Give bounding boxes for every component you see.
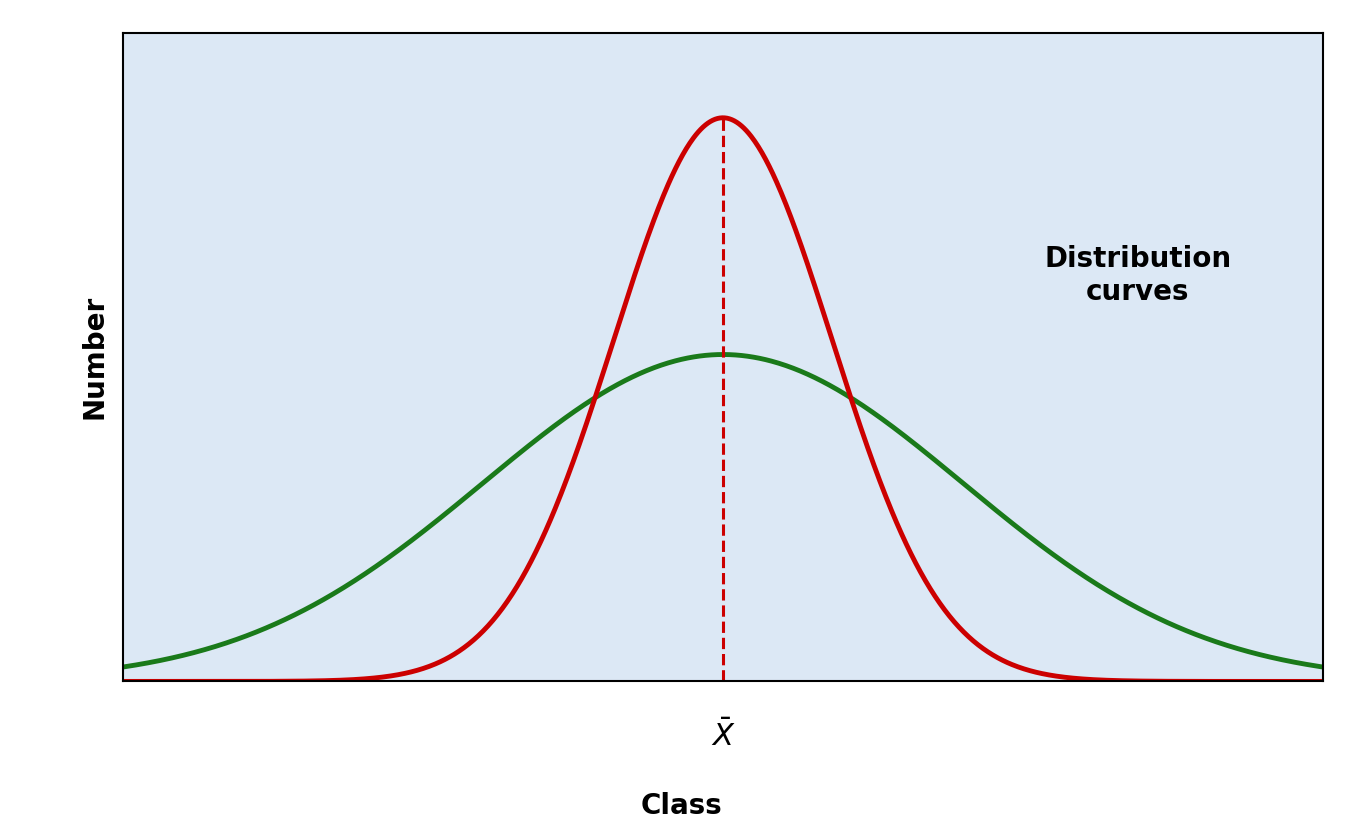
- Text: $\bar{X}$: $\bar{X}$: [711, 720, 735, 751]
- Y-axis label: Number: Number: [80, 295, 109, 420]
- Text: Class: Class: [641, 792, 723, 820]
- Text: Distribution
curves: Distribution curves: [1043, 245, 1232, 306]
